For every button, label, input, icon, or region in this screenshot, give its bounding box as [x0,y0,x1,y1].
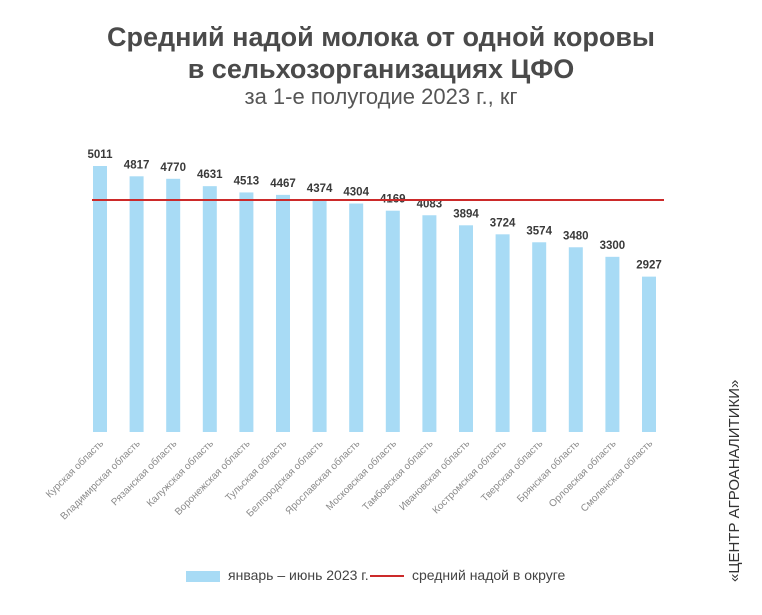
data-label-10: 4083 [417,198,443,210]
bar-4 [202,186,217,432]
bar-15 [605,256,620,432]
legend-bars-swatch [186,571,220,582]
data-label-5: 4513 [234,175,260,187]
bar-2 [129,176,144,432]
bar-3 [166,178,181,432]
data-label-2: 4817 [124,159,150,171]
legend-line-label: средний надой в округе [412,567,566,583]
chart-title: Средний надой молока от одной коровы [107,22,655,52]
bar-10 [422,215,437,432]
category-label-15: Орловская область [546,438,618,510]
data-label-14: 3480 [563,230,589,242]
category-label-5: Воронежская область [172,438,252,518]
bar-8 [349,203,364,432]
category-label-10: Тамбовская область [360,438,436,514]
category-label-9: Московская область [324,438,399,513]
data-label-1: 5011 [88,149,114,161]
category-label-8: Ярославская область [283,438,362,517]
data-label-16: 2927 [636,260,662,272]
legend-bars-label: январь – июнь 2023 г. [228,567,369,583]
bar-13 [532,242,547,432]
category-label-13: Тверская область [479,438,546,505]
data-label-3: 4770 [160,162,186,174]
data-label-8: 4304 [343,187,369,199]
category-label-12: Костромская область [430,438,509,517]
category-label-16: Смоленская область [578,438,655,515]
legend-line-swatch [370,575,404,577]
data-label-6: 4467 [270,178,296,190]
category-label-3: Рязанская область [109,438,180,509]
data-label-12: 3724 [490,217,516,229]
category-label-6: Тульская область [223,438,289,504]
data-label-11: 3894 [453,208,479,220]
bar-9 [385,210,400,432]
chart-title-line2: в сельхозорганизациях ЦФО [187,54,575,84]
bar-14 [568,247,583,432]
data-label-15: 3300 [600,240,626,252]
category-label-11: Ивановская область [397,438,472,513]
bar-7 [312,199,327,432]
bar-1 [93,166,107,432]
bar-11 [459,225,473,432]
data-label-7: 4374 [307,183,333,195]
bar-16 [642,276,656,432]
data-label-4: 4631 [197,169,223,181]
bar-5 [239,192,254,432]
source-watermark: «ЦЕНТР АГРОАНАЛИТИКИ» [726,379,743,582]
category-label-4: Калужская область [144,438,216,510]
chart-subtitle: за 1-е полугодие 2023 г., кг [244,84,518,109]
bar-6 [276,194,290,432]
bar-12 [495,234,510,432]
data-label-13: 3574 [526,225,552,237]
category-label-14: Брянская область [515,438,582,505]
